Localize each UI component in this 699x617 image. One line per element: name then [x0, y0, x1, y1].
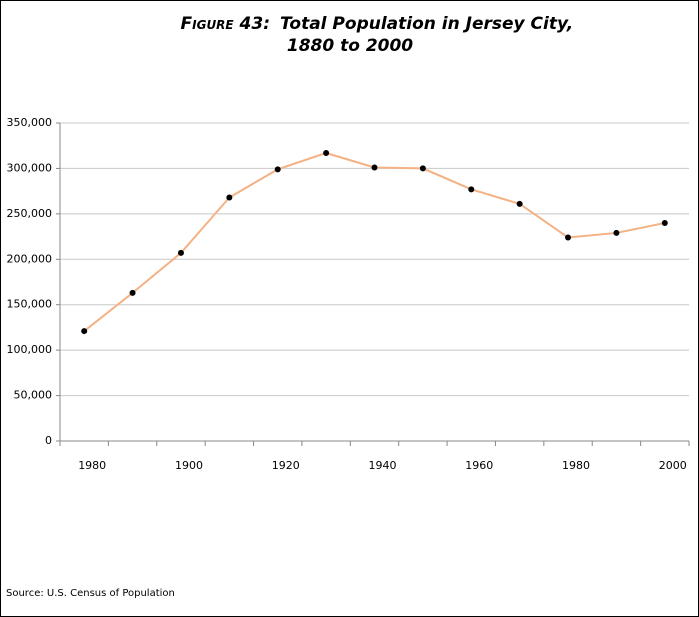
x-tick-label: 2000 [659, 459, 687, 472]
y-tick-label: 150,000 [7, 298, 53, 311]
y-tick-label: 100,000 [7, 343, 53, 356]
data-point [468, 186, 475, 193]
data-point [274, 166, 281, 173]
x-tick-label: 1900 [175, 459, 203, 472]
x-tick-label: 1960 [465, 459, 493, 472]
x-tick-label: 1940 [369, 459, 397, 472]
source-note: Source: U.S. Census of Population [6, 588, 175, 599]
data-point [613, 229, 620, 236]
data-point [419, 165, 426, 172]
data-point [371, 164, 378, 171]
y-tick-label: 250,000 [7, 207, 53, 220]
x-tick-label: 1980 [562, 459, 590, 472]
x-tick-label: 1980 [78, 459, 106, 472]
chart-title: Total Population in Jersey City, [280, 14, 573, 34]
y-tick-label: 50,000 [14, 389, 53, 402]
data-point [129, 289, 136, 296]
y-tick-label: 350,000 [7, 116, 53, 129]
data-point [565, 234, 572, 241]
y-tick-label: 200,000 [7, 252, 53, 265]
data-point [661, 219, 668, 226]
chart-subtitle: 1880 to 2000 [287, 36, 413, 56]
data-point [81, 328, 88, 335]
y-tick-label: 300,000 [7, 161, 53, 174]
y-tick-label: 0 [45, 434, 52, 447]
data-point [516, 200, 523, 207]
data-point [226, 194, 233, 201]
data-point [177, 249, 184, 256]
figure-label: Figure 43: [181, 14, 270, 34]
data-point [323, 149, 330, 156]
x-tick-label: 1920 [272, 459, 300, 472]
